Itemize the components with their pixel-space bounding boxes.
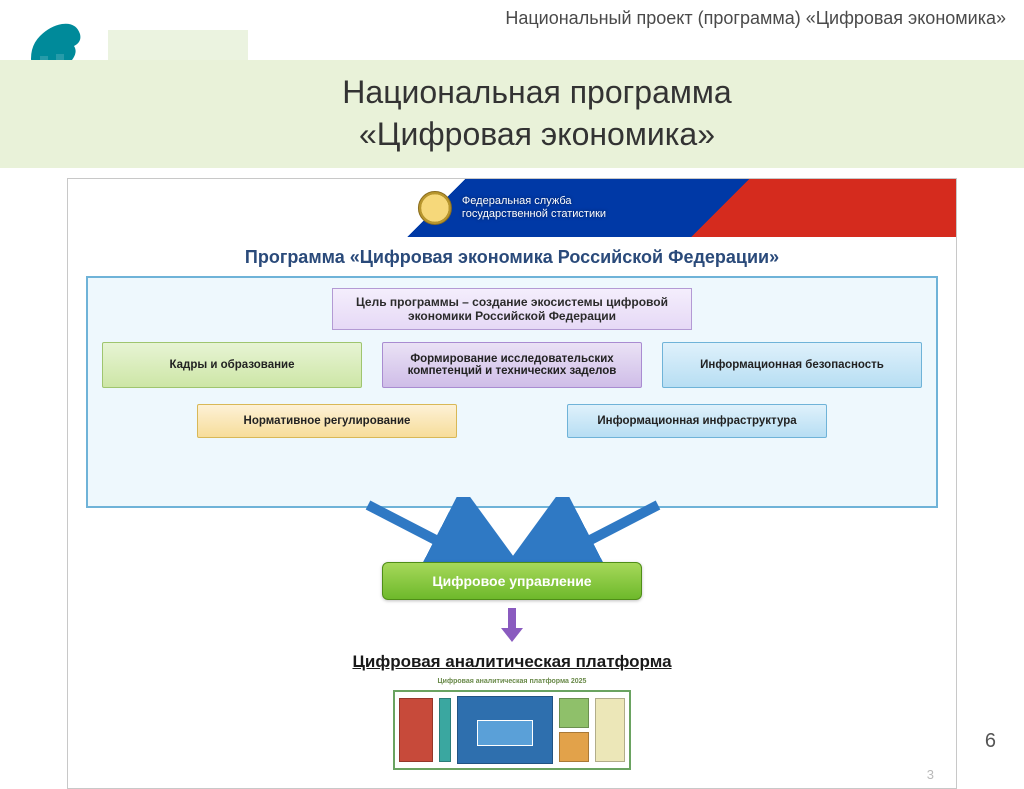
flag-banner: Федеральная служба государственной стати… xyxy=(68,179,956,237)
mini-architecture: Цифровая аналитическая платформа 2025 xyxy=(387,680,637,776)
mini-caption: Цифровая аналитическая платформа 2025 xyxy=(387,678,637,685)
pillar-research: Формирование исследовательских компетенц… xyxy=(382,342,642,388)
program-box: Цель программы – создание экосистемы циф… xyxy=(86,276,938,508)
title-line-1: Национальная программа xyxy=(342,72,731,114)
mini-block-beige xyxy=(595,698,625,762)
mini-block-green xyxy=(559,698,589,728)
agency-line-1: Федеральная служба xyxy=(462,195,606,208)
title-band: Национальная программа «Цифровая экономи… xyxy=(0,60,1024,168)
header-subtitle: Национальный проект (программа) «Цифрова… xyxy=(505,8,1006,29)
coat-of-arms-icon xyxy=(418,191,452,225)
row-2: Нормативное регулирование Информационная… xyxy=(102,404,922,438)
mini-block-teal xyxy=(439,698,451,762)
mini-block-blue-inner xyxy=(477,720,533,746)
goal-box: Цель программы – создание экосистемы циф… xyxy=(332,288,692,330)
pillar-personnel: Кадры и образование xyxy=(102,342,362,388)
program-subtitle: Программа «Цифровая экономика Российской… xyxy=(68,247,956,268)
digital-governance-box: Цифровое управление xyxy=(382,562,642,600)
inner-page-number: 3 xyxy=(927,767,934,782)
mini-block-red xyxy=(399,698,433,762)
diagram-container: Федеральная служба государственной стати… xyxy=(67,178,957,789)
title-line-2: «Цифровая экономика» xyxy=(359,114,715,156)
platform-title: Цифровая аналитическая платформа xyxy=(68,652,956,672)
page-number: 6 xyxy=(985,730,996,753)
agency-block: Федеральная служба государственной стати… xyxy=(418,191,606,225)
arrow-down-icon xyxy=(497,606,527,642)
pillar-infrastructure: Информационная инфраструктура xyxy=(567,404,827,438)
agency-text: Федеральная служба государственной стати… xyxy=(462,195,606,221)
pillar-regulation: Нормативное регулирование xyxy=(197,404,457,438)
agency-line-2: государственной статистики xyxy=(462,208,606,221)
row-1: Кадры и образование Формирование исследо… xyxy=(102,342,922,388)
title-decoration xyxy=(108,30,248,64)
pillar-security: Информационная безопасность xyxy=(662,342,922,388)
mini-block-orange xyxy=(559,732,589,762)
